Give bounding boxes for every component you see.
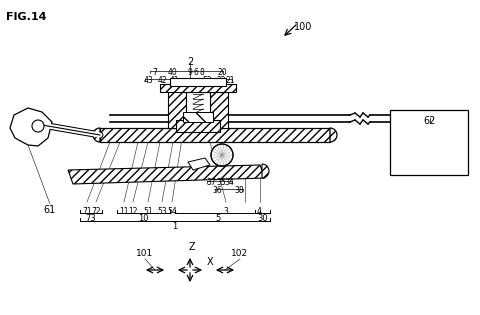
Text: 52: 52 [202, 76, 212, 85]
Bar [160, 84, 236, 92]
Text: 62: 62 [424, 116, 436, 126]
Text: 6: 6 [193, 68, 198, 77]
Bar [168, 88, 186, 128]
Text: 61: 61 [44, 205, 56, 215]
Wedge shape [262, 164, 269, 178]
Text: 35: 35 [216, 178, 226, 187]
Text: 34: 34 [224, 178, 234, 187]
Polygon shape [68, 165, 265, 184]
Text: 72: 72 [91, 207, 101, 216]
Text: 37: 37 [206, 178, 216, 187]
Bar [170, 78, 226, 86]
Text: 12: 12 [128, 207, 138, 216]
Bar [176, 120, 220, 132]
Text: 21: 21 [225, 76, 235, 85]
Text: 1: 1 [172, 222, 178, 231]
Wedge shape [330, 128, 337, 142]
Text: 7: 7 [153, 68, 157, 77]
Text: 54: 54 [167, 207, 177, 216]
Text: 38: 38 [234, 186, 244, 195]
Text: Z: Z [189, 242, 195, 252]
Text: 25: 25 [198, 83, 208, 92]
Text: 20: 20 [217, 68, 227, 77]
Bar [186, 92, 210, 124]
Circle shape [32, 120, 44, 132]
Text: 73: 73 [85, 214, 96, 223]
Text: 41: 41 [169, 76, 179, 85]
Text: 10: 10 [138, 214, 149, 223]
Text: 53: 53 [157, 207, 167, 216]
Text: 2: 2 [187, 57, 193, 67]
Text: 22: 22 [216, 76, 226, 85]
Text: 9: 9 [188, 68, 192, 77]
Text: 43: 43 [144, 76, 154, 85]
Text: 51: 51 [143, 207, 153, 216]
Bar [183, 112, 213, 122]
Text: X: X [207, 257, 214, 267]
Text: 42: 42 [157, 76, 167, 85]
Text: 101: 101 [136, 249, 154, 258]
Bar [183, 112, 213, 122]
Polygon shape [188, 158, 210, 170]
Text: 100: 100 [294, 22, 312, 32]
Wedge shape [93, 128, 100, 142]
Text: 24: 24 [206, 83, 216, 92]
Polygon shape [10, 108, 52, 146]
Bar [390, 110, 468, 175]
Text: 3: 3 [224, 207, 228, 216]
Circle shape [211, 144, 233, 166]
Text: 40: 40 [167, 68, 177, 77]
Text: 30: 30 [257, 214, 268, 223]
Text: 71: 71 [82, 207, 92, 216]
Text: 4: 4 [257, 207, 262, 216]
Text: 8: 8 [200, 68, 204, 77]
Polygon shape [100, 128, 330, 142]
Text: 36: 36 [212, 186, 222, 195]
Text: 102: 102 [231, 249, 249, 258]
Text: 11: 11 [119, 207, 129, 216]
Text: FIG.14: FIG.14 [6, 12, 47, 22]
Bar [210, 88, 228, 128]
Text: 5: 5 [215, 214, 220, 223]
